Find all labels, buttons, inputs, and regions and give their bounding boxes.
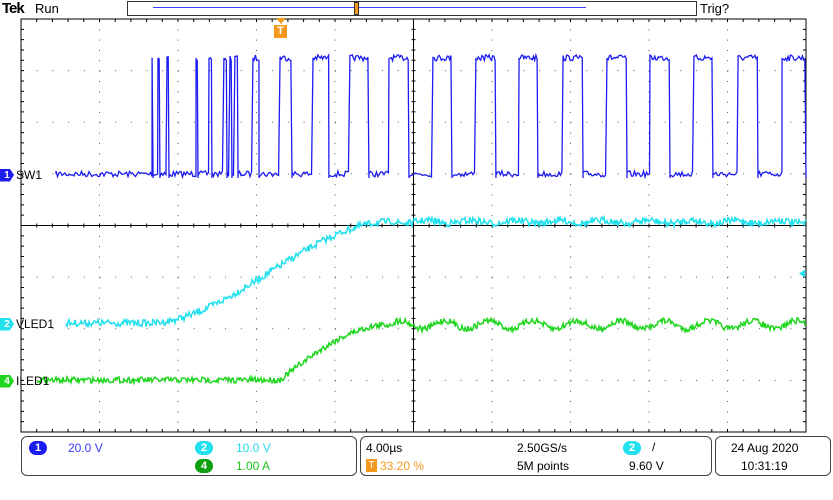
- record-view-window: [153, 7, 586, 8]
- channel-2-marker: 2: [0, 317, 14, 331]
- time: 10:31:19: [741, 459, 788, 473]
- date: 24 Aug 2020: [731, 441, 799, 455]
- trigger-position: 33.20 %: [380, 459, 425, 473]
- trigger-status: Trig?: [700, 1, 730, 16]
- trigger-t-icon: T: [274, 25, 287, 38]
- trigger-position-icon: T: [366, 459, 377, 472]
- trigger-position-indicator: [354, 2, 359, 15]
- trigger-source-badge: 2: [623, 441, 641, 455]
- sw1-waveform: [55, 52, 807, 180]
- channel-1-label[interactable]: 1 SW1: [0, 168, 42, 182]
- vertical-settings-panel[interactable]: 1 20.0 V 2 10.0 V 4 1.00 A: [21, 436, 357, 476]
- vled1-waveform: [65, 214, 807, 329]
- channel-2-badge: 2: [195, 441, 213, 455]
- channel-4-scale: 1.00 A: [236, 459, 271, 473]
- record-length: 5M points: [517, 459, 570, 473]
- channel-1-scale: 20.0 V: [68, 441, 103, 455]
- trigger-position-marker[interactable]: T: [274, 18, 288, 40]
- sample-rate: 2.50GS/s: [517, 441, 568, 455]
- record-view-bar[interactable]: [127, 1, 697, 16]
- trigger-slope-icon: /: [652, 440, 656, 454]
- trigger-level-marker-icon: [799, 269, 805, 278]
- brand-logo: Tek: [2, 0, 25, 17]
- channel-4-marker: 4: [0, 374, 14, 388]
- channel-4-label[interactable]: 4 ILED1: [0, 374, 49, 388]
- time-per-division: 4.00µs: [366, 441, 403, 455]
- waveform-display: [20, 18, 807, 433]
- channel-2-label[interactable]: 2 VLED1: [0, 317, 54, 331]
- channel-1-name: SW1: [16, 168, 43, 182]
- horizontal-trigger-panel[interactable]: 4.00µs T 33.20 % 2.50GS/s 5M points 2 / …: [360, 436, 712, 476]
- iled1-waveform: [36, 316, 807, 386]
- trigger-arrow-icon: [276, 18, 286, 24]
- channel-2-scale: 10.0 V: [236, 441, 271, 455]
- acquisition-state: Run: [35, 1, 59, 16]
- channel-1-marker: 1: [0, 168, 14, 182]
- channel-1-badge: 1: [29, 441, 47, 455]
- datetime-panel: 24 Aug 2020 10:31:19: [715, 436, 831, 476]
- trigger-level: 9.60 V: [629, 459, 664, 473]
- channel-4-name: ILED1: [16, 374, 50, 388]
- channel-4-badge: 4: [195, 459, 213, 473]
- channel-2-name: VLED1: [16, 317, 55, 331]
